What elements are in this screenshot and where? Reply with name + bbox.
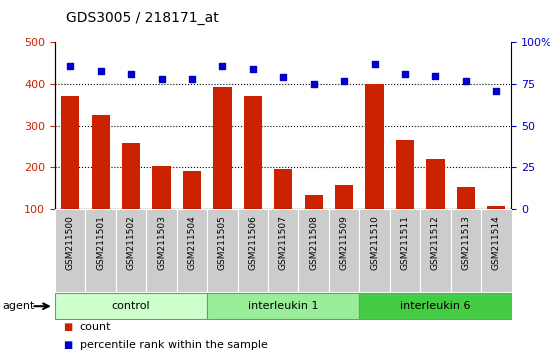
Bar: [420, 209, 450, 292]
Bar: [55, 293, 207, 319]
Point: [249, 66, 257, 72]
Bar: [274, 169, 293, 209]
Bar: [329, 209, 359, 292]
Text: interleukin 6: interleukin 6: [400, 301, 471, 311]
Point: [279, 75, 288, 80]
Point: [431, 73, 440, 79]
Point: [218, 63, 227, 69]
Bar: [299, 209, 329, 292]
Text: control: control: [112, 301, 150, 311]
Text: GSM211506: GSM211506: [248, 216, 257, 270]
Text: agent: agent: [3, 301, 35, 311]
Text: GDS3005 / 218171_at: GDS3005 / 218171_at: [66, 11, 219, 25]
Bar: [146, 209, 177, 292]
Bar: [335, 185, 353, 209]
Bar: [305, 195, 323, 209]
Bar: [116, 209, 146, 292]
Bar: [268, 209, 299, 292]
Bar: [456, 187, 475, 209]
Bar: [207, 209, 238, 292]
Bar: [390, 209, 420, 292]
Text: ■: ■: [63, 322, 73, 332]
Bar: [487, 206, 505, 209]
Point: [400, 71, 409, 77]
Bar: [122, 143, 140, 209]
Text: GSM211507: GSM211507: [279, 216, 288, 270]
Point: [126, 71, 135, 77]
Text: GSM211503: GSM211503: [157, 216, 166, 270]
Text: GSM211512: GSM211512: [431, 216, 440, 270]
Text: GSM211505: GSM211505: [218, 216, 227, 270]
Bar: [61, 96, 79, 209]
Point: [309, 81, 318, 87]
Text: count: count: [80, 322, 111, 332]
Point: [96, 68, 105, 74]
Bar: [207, 293, 359, 319]
Text: GSM211514: GSM211514: [492, 216, 501, 270]
Bar: [55, 209, 85, 292]
Bar: [359, 209, 390, 292]
Text: GSM211501: GSM211501: [96, 216, 105, 270]
Bar: [152, 166, 170, 209]
Bar: [238, 209, 268, 292]
Point: [370, 61, 379, 67]
Bar: [177, 209, 207, 292]
Text: GSM211509: GSM211509: [339, 216, 349, 270]
Text: GSM211513: GSM211513: [461, 216, 470, 270]
Bar: [450, 209, 481, 292]
Bar: [213, 87, 232, 209]
Text: percentile rank within the sample: percentile rank within the sample: [80, 340, 268, 350]
Bar: [244, 96, 262, 209]
Text: GSM211508: GSM211508: [309, 216, 318, 270]
Text: ■: ■: [63, 340, 73, 350]
Text: GSM211510: GSM211510: [370, 216, 379, 270]
Point: [340, 78, 349, 84]
Point: [461, 78, 470, 84]
Bar: [426, 159, 444, 209]
Text: GSM211502: GSM211502: [126, 216, 136, 270]
Bar: [396, 140, 414, 209]
Bar: [183, 171, 201, 209]
Point: [66, 63, 75, 69]
Bar: [85, 209, 116, 292]
Bar: [481, 209, 512, 292]
Bar: [91, 115, 110, 209]
Text: GSM211504: GSM211504: [188, 216, 196, 270]
Bar: [359, 293, 512, 319]
Text: interleukin 1: interleukin 1: [248, 301, 318, 311]
Point: [188, 76, 196, 82]
Bar: [365, 84, 384, 209]
Point: [157, 76, 166, 82]
Text: GSM211511: GSM211511: [400, 216, 410, 270]
Text: GSM211500: GSM211500: [65, 216, 75, 270]
Point: [492, 88, 500, 93]
